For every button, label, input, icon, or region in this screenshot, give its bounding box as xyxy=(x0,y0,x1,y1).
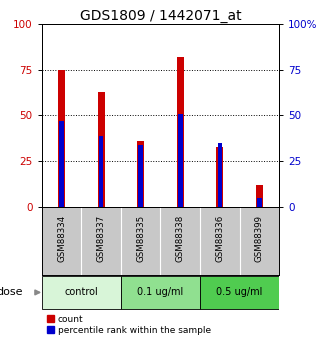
Bar xyxy=(98,92,105,207)
Bar xyxy=(121,276,200,309)
Bar xyxy=(137,141,144,207)
Bar xyxy=(59,121,64,207)
Bar xyxy=(138,145,143,207)
Text: 0.1 ug/ml: 0.1 ug/ml xyxy=(137,287,184,297)
Text: dose: dose xyxy=(0,287,23,297)
Text: GSM88335: GSM88335 xyxy=(136,215,145,262)
Text: GSM88399: GSM88399 xyxy=(255,215,264,262)
Bar xyxy=(256,185,263,207)
Text: GSM88334: GSM88334 xyxy=(57,215,66,262)
Text: GSM88338: GSM88338 xyxy=(176,215,185,262)
Bar xyxy=(99,136,103,207)
Legend: count, percentile rank within the sample: count, percentile rank within the sample xyxy=(46,314,212,336)
Title: GDS1809 / 1442071_at: GDS1809 / 1442071_at xyxy=(80,9,241,23)
Bar xyxy=(42,276,121,309)
Bar xyxy=(257,198,262,207)
Text: GSM88336: GSM88336 xyxy=(215,215,224,262)
Text: GSM88337: GSM88337 xyxy=(97,215,106,262)
Bar xyxy=(218,143,222,207)
Bar xyxy=(178,114,183,207)
Bar xyxy=(58,70,65,207)
Bar xyxy=(216,147,223,207)
Text: 0.5 ug/ml: 0.5 ug/ml xyxy=(216,287,263,297)
Bar xyxy=(200,276,279,309)
Text: control: control xyxy=(65,287,98,297)
Bar xyxy=(177,57,184,207)
